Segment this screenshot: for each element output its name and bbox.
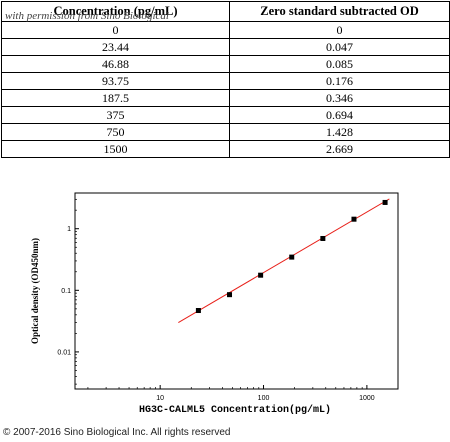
table-row: 750 1.428 — [0, 123, 450, 141]
data-point — [351, 216, 357, 222]
table-row: 93.75 0.176 — [0, 72, 450, 90]
cell-od: 0.176 — [229, 72, 450, 90]
cell-concentration: 46.88 — [0, 55, 231, 73]
fit-line — [178, 198, 390, 323]
x-tick-label: 10 — [156, 395, 164, 402]
data-point — [195, 308, 201, 314]
cell-od: 0.346 — [229, 89, 450, 107]
cell-concentration: 1500 — [0, 140, 231, 158]
cell-od: 2.669 — [229, 140, 450, 158]
x-tick-label: 100 — [258, 395, 270, 402]
table-row: 1500 2.669 — [0, 140, 450, 158]
data-point — [227, 292, 233, 298]
watermark-text: with permission from Sino Biological — [5, 10, 169, 22]
y-axis-label: Optical density (OD450nm) — [30, 238, 40, 344]
y-tick-label: 1 — [67, 226, 71, 233]
cell-od: 0.085 — [229, 55, 450, 73]
fit-line-group — [178, 198, 390, 323]
data-point — [258, 272, 264, 278]
cell-concentration: 187.5 — [0, 89, 231, 107]
table-row: 375 0.694 — [0, 106, 450, 124]
cell-concentration: 23.44 — [0, 38, 231, 56]
x-tick-label: 1000 — [359, 395, 375, 402]
data-point — [289, 254, 295, 260]
cell-concentration: 750 — [0, 123, 231, 141]
x-axis-label: HG3C-CALML5 Concentration(pg/mL) — [139, 404, 331, 416]
y-tick-label: 0.01 — [57, 349, 71, 356]
table-row: 23.44 0.047 — [0, 38, 450, 56]
chart-axes — [74, 192, 399, 390]
data-point — [382, 199, 388, 205]
data-point — [320, 235, 326, 241]
chart-ticks: 10 100 1000 0.01 0.1 1 — [57, 198, 399, 402]
copyright-text: © 2007-2016 Sino Biological Inc. All rig… — [3, 427, 231, 438]
cell-concentration: 0 — [0, 21, 231, 39]
table-row: 187.5 0.346 — [0, 89, 450, 107]
cell-od: 0.694 — [229, 106, 450, 124]
table-row: 46.88 0.085 — [0, 55, 450, 73]
cell-concentration: 375 — [0, 106, 231, 124]
data-points-group — [195, 199, 388, 314]
table-header-od: Zero standard subtracted OD — [229, 1, 450, 22]
standard-curve-chart: 10 100 1000 0.01 0.1 1 HG3C-CALML5 Concentrat… — [30, 192, 399, 416]
cell-concentration: 93.75 — [0, 72, 231, 90]
cell-od: 0 — [229, 21, 450, 39]
cell-od: 1.428 — [229, 123, 450, 141]
standard-curve-table: Concentration (pg/mL) Zero standard subt… — [0, 1, 450, 158]
plot-frame — [74, 192, 399, 390]
y-tick-label: 0.1 — [61, 288, 71, 295]
cell-od: 0.047 — [229, 38, 450, 56]
